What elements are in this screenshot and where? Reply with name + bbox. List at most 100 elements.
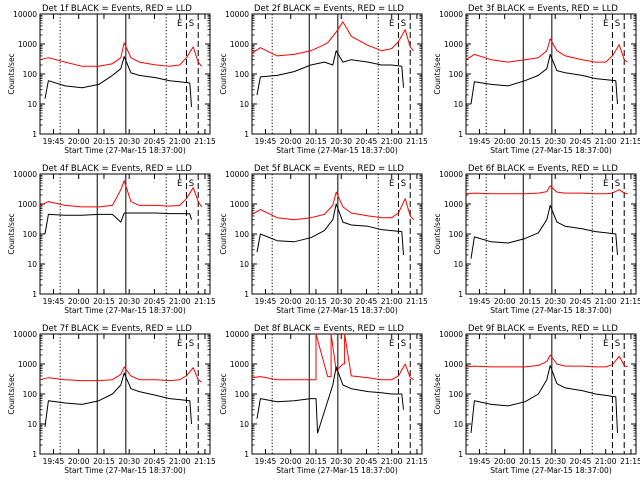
x-tick-label: 21:00 [595, 457, 617, 466]
plot-frame [39, 13, 211, 135]
x-tick-label: 19:45 [43, 457, 65, 466]
y-axis-label: Counts/sec [219, 213, 228, 254]
marker-label: E [603, 339, 608, 349]
y-tick-label: 1 [244, 130, 249, 139]
panel-det-4f: Det 4f BLACK = Events, RED = LLD 1 10 100 10… [7, 164, 216, 315]
x-axis-label: Start Time (27-Mar-15 18:37:00) [64, 306, 186, 315]
events-series-line [44, 56, 192, 107]
y-tick-label: 1 [458, 290, 463, 299]
x-axis-label: Start Time (27-Mar-15 18:37:00) [490, 146, 612, 155]
marker-label: E [603, 179, 608, 189]
plot-frame [465, 173, 637, 295]
x-tick-label: 20:30 [330, 297, 352, 306]
x-axis-label: Start Time (27-Mar-15 18:37:00) [490, 306, 612, 315]
x-tick-label: 20:15 [305, 457, 327, 466]
lld-series-line [251, 21, 414, 57]
y-tick-label: 10000 [225, 10, 249, 19]
marker-label: S [189, 179, 194, 189]
x-tick-label: 19:45 [469, 297, 491, 306]
y-tick-label: 10 [27, 260, 37, 269]
marker-label: S [401, 179, 406, 189]
x-tick-label: 20:30 [544, 137, 566, 146]
panel-det-2f: Det 2f BLACK = Events, RED = LLD 1 10 100 10… [219, 4, 428, 155]
x-tick-label: 20:15 [93, 457, 115, 466]
y-tick-label: 1 [458, 130, 463, 139]
y-tick-label: 100 [23, 390, 38, 399]
panel-title: Det 7f BLACK = Events, RED = LLD [42, 324, 192, 334]
x-tick-label: 21:00 [169, 297, 191, 306]
y-tick-label: 100 [235, 230, 250, 239]
marker-label: E [177, 19, 182, 29]
x-tick-label: 20:15 [519, 297, 541, 306]
x-tick-label: 21:15 [620, 297, 640, 306]
panel-det-3f: Det 3f BLACK = Events, RED = LLD 1 10 100 10… [433, 4, 640, 155]
plot-frame [465, 333, 637, 455]
y-tick-label: 1000 [18, 200, 37, 209]
x-axis-label: Start Time (27-Mar-15 18:37:00) [276, 466, 398, 475]
plot-frame [251, 173, 423, 295]
plot-frame [251, 13, 423, 135]
x-axis-label: Start Time (27-Mar-15 18:37:00) [64, 466, 186, 475]
y-tick-label: 10000 [13, 330, 37, 339]
y-tick-label: 100 [449, 70, 464, 79]
events-series-line [470, 364, 618, 434]
y-tick-label: 1000 [444, 40, 463, 49]
y-axis-label: Counts/sec [219, 53, 228, 94]
x-tick-label: 20:45 [570, 297, 592, 306]
marker-label: E [177, 339, 182, 349]
panel-det-9f: Det 9f BLACK = Events, RED = LLD 1 10 100 10… [433, 324, 640, 475]
x-tick-label: 20:00 [68, 457, 90, 466]
x-tick-label: 20:00 [494, 457, 516, 466]
y-tick-label: 100 [235, 70, 250, 79]
y-axis-label: Counts/sec [7, 213, 16, 254]
events-series-line [44, 372, 192, 427]
y-tick-label: 10000 [439, 10, 463, 19]
y-tick-label: 10000 [225, 330, 249, 339]
panel-det-7f: Det 7f BLACK = Events, RED = LLD 1 10 100 10… [7, 324, 216, 475]
x-tick-label: 20:45 [144, 297, 166, 306]
x-tick-label: 20:30 [118, 137, 140, 146]
events-series-line [256, 50, 404, 96]
y-tick-label: 100 [23, 70, 38, 79]
x-tick-label: 21:00 [169, 137, 191, 146]
panel-title: Det 6f BLACK = Events, RED = LLD [468, 164, 618, 174]
y-axis-label: Counts/sec [433, 373, 442, 414]
plot-frame [39, 173, 211, 295]
marker-label: E [389, 179, 394, 189]
x-tick-label: 21:15 [406, 457, 428, 466]
x-tick-label: 20:45 [570, 457, 592, 466]
y-tick-label: 1 [32, 450, 37, 459]
x-tick-label: 21:00 [381, 137, 403, 146]
y-tick-label: 1 [244, 290, 249, 299]
x-tick-label: 21:15 [194, 297, 216, 306]
x-tick-label: 20:45 [356, 457, 378, 466]
x-axis-label: Start Time (27-Mar-15 18:37:00) [276, 146, 398, 155]
y-axis-label: Counts/sec [7, 373, 16, 414]
x-tick-label: 20:00 [494, 137, 516, 146]
x-tick-label: 20:15 [305, 297, 327, 306]
x-tick-label: 21:00 [595, 137, 617, 146]
y-tick-label: 1000 [230, 360, 249, 369]
x-tick-label: 20:30 [544, 297, 566, 306]
panel-title: Det 1f BLACK = Events, RED = LLD [42, 4, 192, 14]
events-series-line [256, 203, 404, 256]
x-tick-label: 20:00 [280, 137, 302, 146]
marker-label: S [615, 179, 620, 189]
panel-title: Det 2f BLACK = Events, RED = LLD [254, 4, 404, 14]
plot-frame [39, 333, 211, 455]
y-tick-label: 1000 [18, 360, 37, 369]
marker-label: S [401, 339, 406, 349]
events-series-line [44, 212, 192, 235]
lld-series-line [251, 191, 414, 221]
y-tick-label: 100 [449, 230, 464, 239]
panel-det-1f: Det 1f BLACK = Events, RED = LLD 1 10 100 10… [7, 4, 216, 155]
x-tick-label: 20:15 [93, 137, 115, 146]
y-tick-label: 10000 [13, 170, 37, 179]
x-tick-label: 21:15 [620, 457, 640, 466]
events-series-line [470, 53, 618, 105]
events-series-line [470, 204, 618, 259]
panel-det-6f: Det 6f BLACK = Events, RED = LLD 1 10 100 10… [433, 164, 640, 315]
y-tick-label: 1000 [18, 40, 37, 49]
x-tick-label: 20:15 [519, 137, 541, 146]
x-tick-label: 19:45 [43, 297, 65, 306]
